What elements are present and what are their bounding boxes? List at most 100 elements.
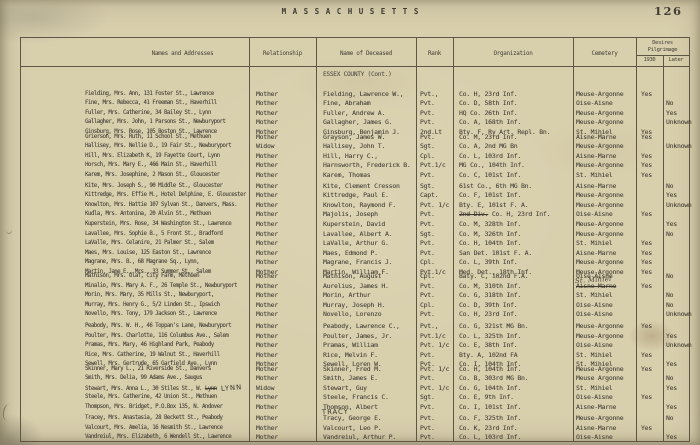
rank-cell: Pvt. xyxy=(420,423,435,432)
table-row: Thompson, Mrs. Bridget, P.O.Box 135, N. … xyxy=(21,403,689,413)
row-group: Skinner, Mary L., 21 Riverside St., Danv… xyxy=(21,365,689,413)
deceased-name-cell: Skinner, Fred M. xyxy=(323,364,382,373)
pilgrimage-later-cell: Unknown xyxy=(666,310,692,318)
rank-cell: Pvt. xyxy=(420,360,435,368)
name-address-cell: Maes, Mrs. Louise, 125 Easton St., Lawre… xyxy=(85,249,211,256)
pilgrimage-1930-cell xyxy=(636,291,663,301)
deceased-name-cell: Kite, Clement Cresson xyxy=(323,181,400,190)
table-row: Steele, Mrs. Catherine, 42 Union St., Me… xyxy=(21,393,689,403)
cemetery-cell: Meuse-Argonne xyxy=(576,267,624,276)
pilgrimage-later-cell: Unknown xyxy=(666,118,692,126)
name-address-cell: Magrane, Mrs. B., 68 Magrane Sq., Lynn, xyxy=(85,259,200,265)
column-header-organization: Organization xyxy=(493,51,533,57)
rank-cell: Pvt. xyxy=(420,414,435,422)
table-row: Poulter, Mrs. Charlotte, 116 Columbus Av… xyxy=(21,332,689,342)
deceased-name-cell: Novello, Lorenzo xyxy=(323,310,382,318)
deceased-name-cell: Sewell, Loren W. xyxy=(323,360,382,368)
pilgrimage-1930-cell xyxy=(636,414,663,424)
name-address-cell: Lavallee, Mrs. Sophie B., 5 Front St., B… xyxy=(85,230,223,237)
row-group: Grierson, Mrs. Ruth, 11 School St., Meth… xyxy=(21,133,692,181)
cemetery-cell: Oise-Aisne xyxy=(576,300,613,309)
pilgrimage-later-cell xyxy=(663,258,689,268)
name-address-cell: Valcourt, Mrs. Amelia, 16 Nesmith St., L… xyxy=(85,424,223,431)
deceased-name-cell: Maes, Edmond P. xyxy=(323,248,378,257)
column-header-rank: Rank xyxy=(428,51,441,57)
name-address-cell: Morin, Mrs. Mary, 35 Mills St., Newburyp… xyxy=(85,292,214,298)
pilgrimage-header-divider xyxy=(636,55,689,56)
pilgrimage-1930-cell: Yes xyxy=(641,258,652,266)
deceased-name-cell: Ginsburg, Benjamin J. xyxy=(323,127,400,136)
pilgrimage-later-cell xyxy=(663,152,689,162)
organization-cell: Co. L, 103rd Inf. xyxy=(459,151,522,160)
rank-cell: Pvt. xyxy=(420,239,435,247)
relationship-cell: Mother xyxy=(256,291,278,299)
table-row: Kittredge, Mrs. Effie M., Hotel Delphine… xyxy=(21,191,689,201)
organization-cell: Co. A, 168th Inf. xyxy=(459,118,522,126)
organization-cell: Co. M, 310th Inf. xyxy=(459,281,522,290)
cemetery-cell: St. Mihiel xyxy=(576,170,613,179)
organization-cell: Co. G, 321st MG Bn. xyxy=(459,322,529,330)
pilgrimage-1930-cell: Yes xyxy=(641,393,652,401)
column-header-relationship: Relationship xyxy=(263,51,302,57)
pilgrimage-1930-cell xyxy=(636,201,663,211)
table-row: Maes, Mrs. Louise, 125 Easton St., Lawre… xyxy=(21,249,689,259)
name-address-cell: Skinner, Mary L., 21 Riverside St., Danv… xyxy=(85,365,211,372)
pilgrimage-later-cell: Yes xyxy=(666,383,677,392)
relationship-cell: Mother xyxy=(256,423,278,432)
rank-cell: Pvt.1/c xyxy=(420,161,446,169)
table-row: Horsch, Mrs. Mary E., 466 Main St., Have… xyxy=(21,161,689,171)
table-row: Kuperstein, Mrs. Rose, 34 Washington St.… xyxy=(21,220,689,230)
deceased-name-cell: Majolis, Joseph xyxy=(323,210,378,218)
name-address-cell: Martin, Jane E., Mrs., 33 Summer St., Sa… xyxy=(85,268,211,275)
deceased-name-cell: Lavallee, Albert A. xyxy=(323,229,393,238)
pilgrimage-later-cell: Yes xyxy=(666,331,677,340)
organization-cell: Bty. A, 102nd FA xyxy=(459,350,518,359)
deceased-name-cell: Mathison, August xyxy=(323,272,382,280)
column-divider xyxy=(416,38,417,441)
organization-cell: Co. H, 23rd Inf. xyxy=(459,89,518,98)
rank-cell: 2nd.Lt xyxy=(420,127,442,136)
rank-cell: Pvt. xyxy=(420,170,435,179)
cemetery-cell: Meuse-Argonne xyxy=(576,200,624,209)
relationship-cell: Widow xyxy=(256,383,275,392)
column-header-later: Later xyxy=(668,57,684,63)
rank-cell: Pvt.1/c xyxy=(420,331,446,340)
pilgrimage-later-cell: No xyxy=(666,414,674,422)
deceased-name-cell: Steele, Francis C. xyxy=(323,393,389,401)
table-row: Lavallee, Mrs. Sophie B., 5 Front St., B… xyxy=(21,230,689,240)
organization-cell: San Det. 101st F. A. xyxy=(459,248,532,257)
organization-cell: Co. H, 104th Inf. xyxy=(459,239,522,247)
organization-cell: Bty. F, Ry Art. Repl. Bn. xyxy=(459,127,551,136)
relationship-cell: Widow xyxy=(256,142,275,150)
organization-cell: HQ Co. 26th Inf. xyxy=(459,108,518,117)
pilgrimage-1930-cell: Yes xyxy=(641,210,652,218)
table-row: Morin, Mrs. Mary, 35 Mills St., Newburyp… xyxy=(21,291,689,301)
name-address-cell: Smith, Mrs. Delia, 99 Adams Ave., Saugus xyxy=(85,375,202,381)
deceased-name-cell: Fielding, Lawrence W., xyxy=(323,89,404,98)
name-address-cell: Novello, Mrs. Tony, 179 Jackson St., Law… xyxy=(85,311,217,317)
name-address-cell: Vandreiul, Mrs. Elizabeth, 6 Wendell St.… xyxy=(85,434,232,440)
column-divider xyxy=(636,38,637,441)
cemetery-cell: St. Mihiel xyxy=(576,127,613,136)
column-header-1930: 1930 xyxy=(643,57,656,63)
table-row: Vandreiul, Mrs. Elizabeth, 6 Wendell St.… xyxy=(21,433,689,443)
name-address-cell: Thompson, Mrs. Bridget, P.O.Box 135, N. … xyxy=(85,403,223,410)
pilgrimage-later-cell: No xyxy=(666,181,674,190)
cemetery-cell: Oise-Aisne xyxy=(576,310,613,318)
handwritten-note: TRACY xyxy=(321,407,350,416)
name-address-cell: Horsch, Mrs. Mary E., 466 Main St., Have… xyxy=(85,162,217,168)
relationship-cell: Mother xyxy=(256,191,278,199)
cemetery-cell: Oise-Aisne xyxy=(576,272,613,280)
pilgrimage-1930-cell: Yes xyxy=(641,151,652,160)
table-row: Novello, Mrs. Tony, 179 Jackson St., Law… xyxy=(21,310,692,320)
cemetery-cell: Oise-Aisne xyxy=(576,433,613,441)
struck-text: Aisne-Marne xyxy=(576,281,617,290)
cemetery-cell: St. Mihiel xyxy=(576,291,613,299)
pilgrimage-1930-cell: Yes xyxy=(641,364,652,373)
rank-cell: Pvt. xyxy=(420,291,435,299)
rank-cell: Sgt. xyxy=(420,393,435,401)
organization-cell: Co. D, 58th Inf. xyxy=(459,99,518,107)
name-address-cell: Kuperstein, Mrs. Rose, 34 Washington St.… xyxy=(85,220,232,227)
cemetery-cell: Meuse-Argonne xyxy=(576,229,624,238)
